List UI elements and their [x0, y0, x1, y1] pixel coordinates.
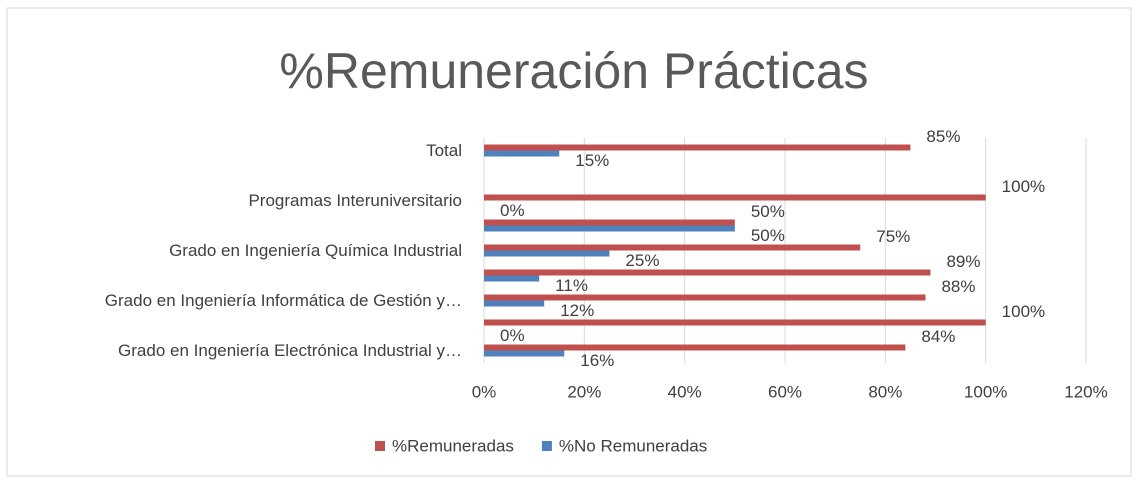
legend-label: %No Remuneradas — [559, 436, 707, 455]
bar — [484, 300, 545, 307]
y-tick-label: Programas Interuniversitario — [248, 191, 462, 210]
x-tick-label: 0% — [472, 382, 497, 401]
data-label: 11% — [555, 276, 588, 295]
data-label: 25% — [625, 251, 659, 270]
data-label: 100% — [1002, 177, 1045, 196]
legend-swatch — [541, 441, 552, 451]
data-label: 15% — [575, 151, 609, 170]
bar — [484, 275, 540, 282]
x-tick-label: 40% — [668, 382, 702, 401]
chart-frame — [6, 7, 1132, 477]
bar — [484, 319, 986, 326]
y-tick-label: Grado en Ingeniería Química Industrial — [169, 241, 462, 260]
legend-swatch — [375, 441, 385, 451]
y-tick-label: Grado en Ingeniería Informática de Gesti… — [105, 291, 462, 310]
x-tick-label: 120% — [1064, 382, 1107, 401]
data-label: 100% — [1002, 302, 1045, 321]
bar — [484, 225, 735, 232]
bar — [484, 144, 911, 151]
data-label: 88% — [941, 277, 975, 296]
legend-label: %Remuneradas — [392, 436, 514, 455]
bar — [484, 219, 735, 226]
bar — [484, 269, 931, 276]
data-label: 75% — [876, 227, 910, 246]
x-tick-label: 60% — [768, 382, 802, 401]
y-tick-label: Total — [426, 141, 462, 160]
bar — [484, 194, 986, 201]
bar — [484, 150, 560, 157]
data-label: 85% — [926, 127, 960, 146]
data-label: 0% — [500, 326, 525, 345]
bar — [484, 250, 610, 257]
data-label: 0% — [500, 201, 525, 220]
bar — [484, 350, 565, 357]
data-label: 50% — [751, 226, 785, 245]
data-label: 84% — [921, 327, 955, 346]
bar — [484, 244, 861, 251]
data-label: 12% — [560, 301, 594, 320]
x-tick-label: 100% — [964, 382, 1007, 401]
bar — [484, 344, 906, 351]
y-tick-label: Grado en Ingeniería Electrónica Industri… — [118, 341, 462, 360]
bar — [484, 294, 926, 301]
data-label: 16% — [580, 351, 614, 370]
x-tick-label: 20% — [567, 382, 601, 401]
data-label: 50% — [751, 202, 785, 221]
chart-title: %Remuneración Prácticas — [279, 43, 868, 99]
x-tick-label: 80% — [868, 382, 902, 401]
data-label: 89% — [946, 252, 980, 271]
